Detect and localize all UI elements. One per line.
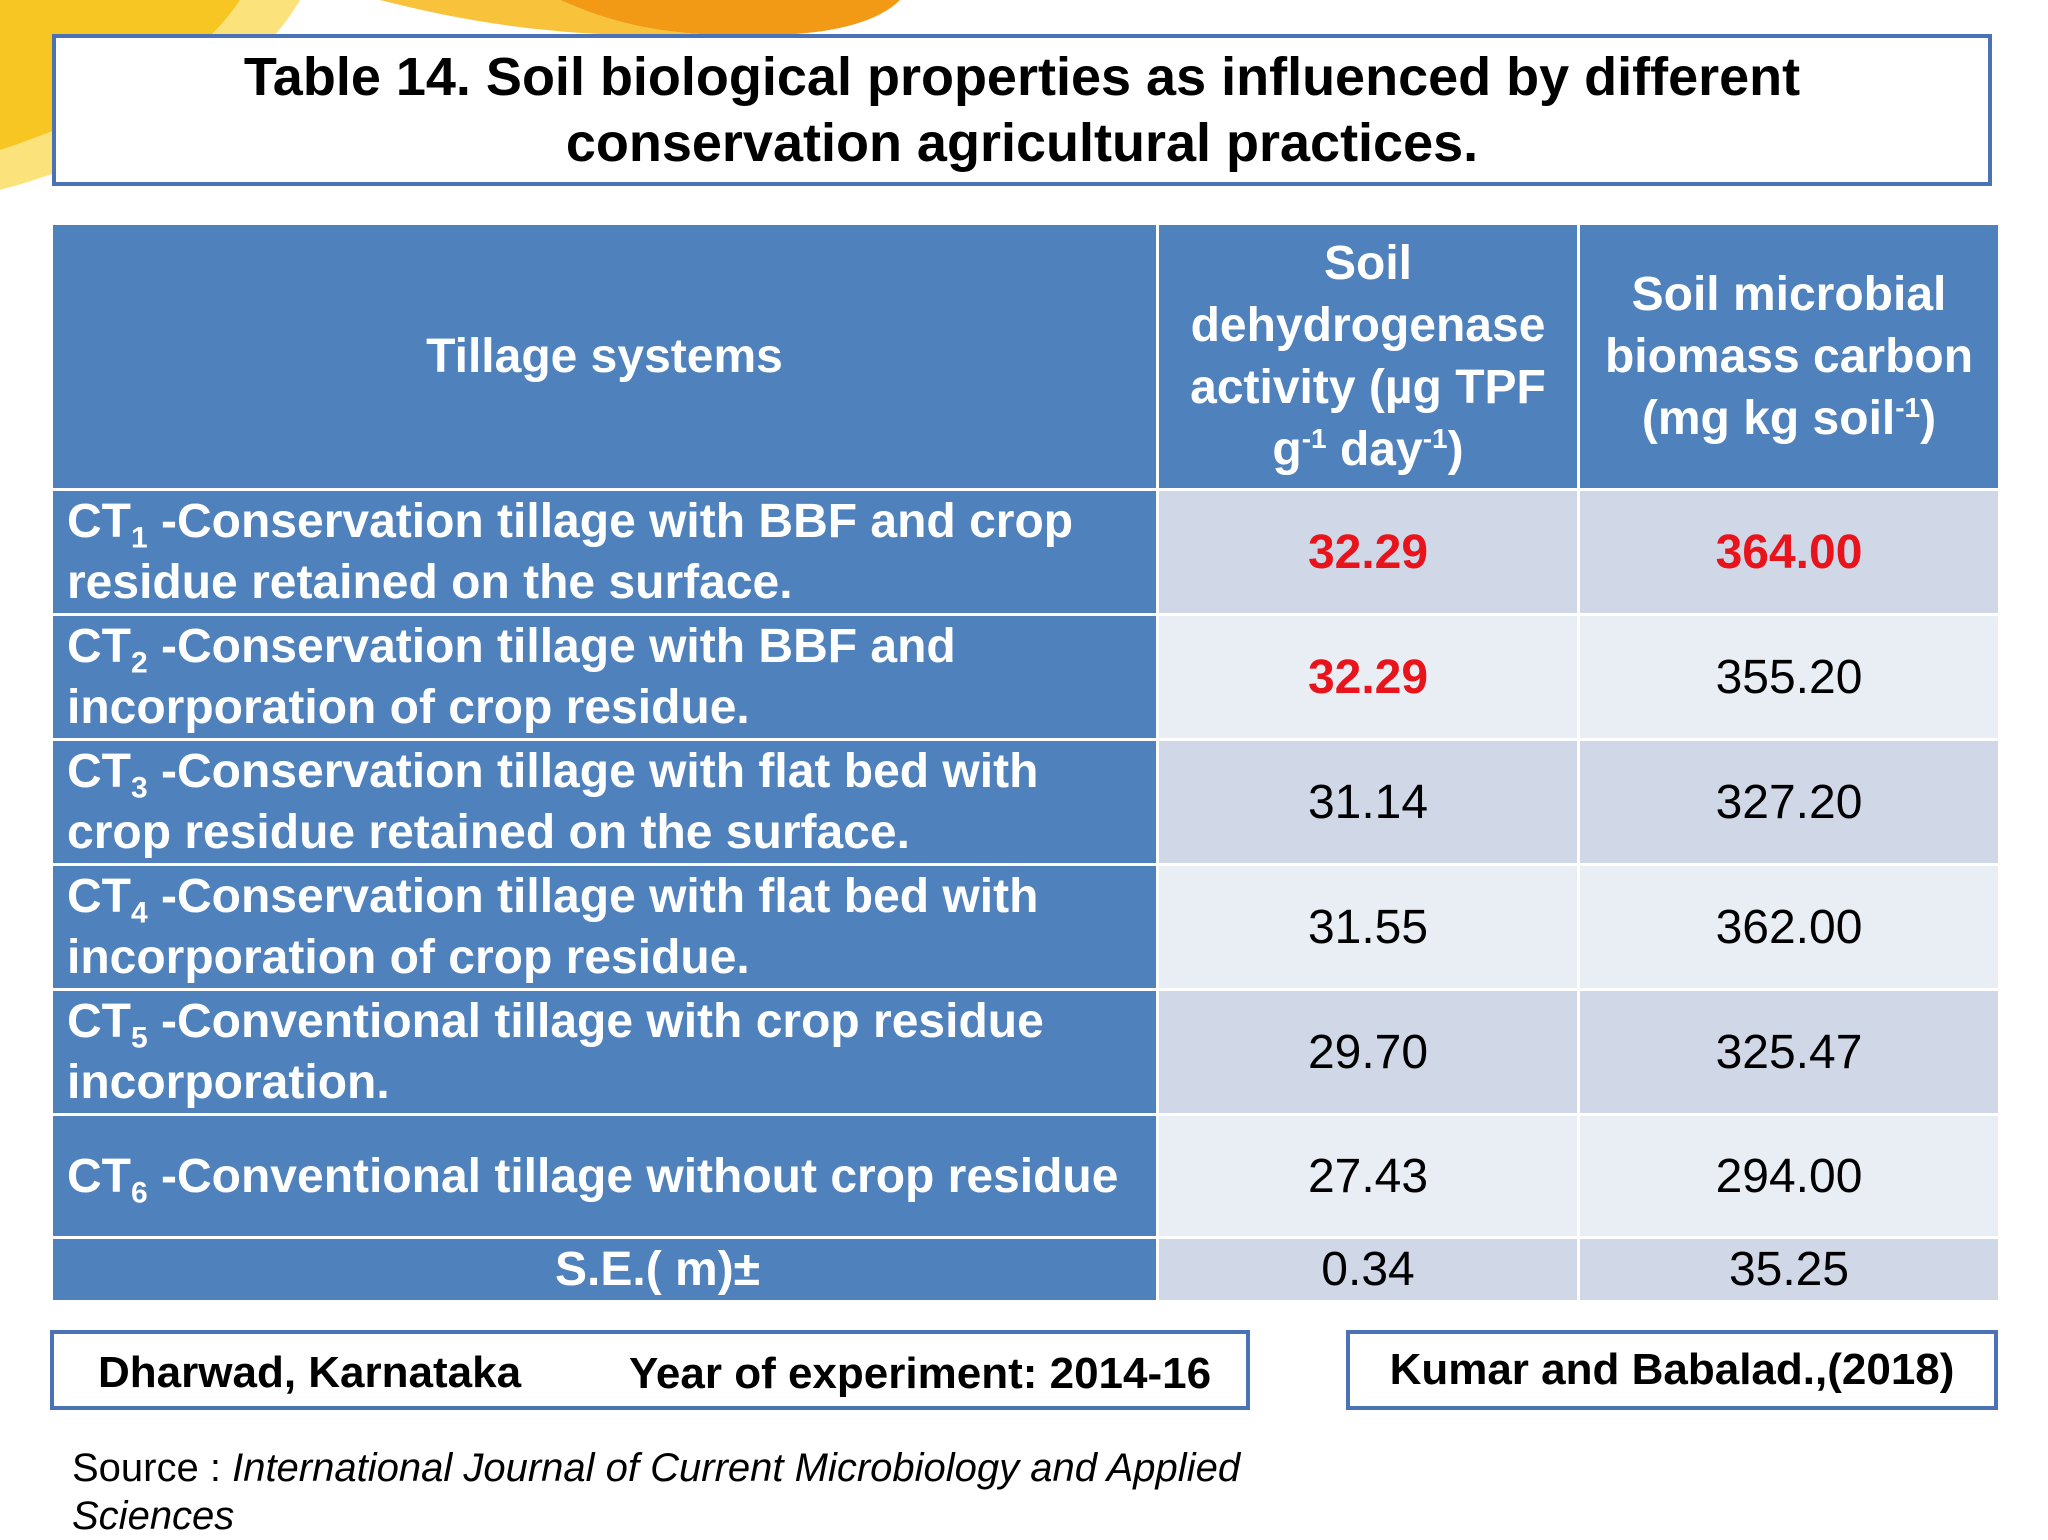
dehydrogenase-value-ct1: 32.29: [1156, 488, 1580, 616]
tillage-name-ct1: CT1 -Conservation tillage with BBF and c…: [50, 488, 1159, 616]
header-dehydrogenase: Soil dehydrogenase activity (µg TPF g-1 …: [1156, 222, 1580, 491]
tillage-name-ct6: CT6 -Conventional tillage without crop r…: [50, 1113, 1159, 1239]
tillage-name-ct4: CT4 -Conservation tillage with flat bed …: [50, 863, 1159, 991]
standard-error-biomass: 35.25: [1577, 1236, 2001, 1303]
standard-error-row: S.E.( m)± 0.34 35.25: [50, 1236, 2001, 1303]
table-row: CT6 -Conventional tillage without crop r…: [50, 1113, 2001, 1239]
source-journal: International Journal of Current Microbi…: [72, 1446, 1241, 1538]
dehydrogenase-value-ct4: 31.55: [1156, 863, 1580, 991]
table-title-box: Table 14. Soil biological properties as …: [52, 34, 1992, 186]
dehydrogenase-value-ct5: 29.70: [1156, 988, 1580, 1116]
table-title-line-2: conservation agricultural practices.: [565, 113, 1479, 173]
table-title-line-1: Table 14. Soil biological properties as …: [243, 47, 1801, 107]
standard-error-label: S.E.( m)±: [50, 1236, 1159, 1303]
citation-box: Kumar and Babalad.,(2018): [1346, 1330, 1998, 1410]
tillage-name-ct3: CT3 -Conservation tillage with flat bed …: [50, 738, 1159, 866]
experiment-year: Year of experiment: 2014-16: [629, 1349, 1212, 1398]
biomass-value-ct5: 325.47: [1577, 988, 2001, 1116]
table-row: CT4 -Conservation tillage with flat bed …: [50, 863, 2001, 991]
biomass-value-ct6: 294.00: [1577, 1113, 2001, 1239]
citation-text: Kumar and Babalad.,(2018): [1389, 1345, 1955, 1394]
biomass-value-ct3: 327.20: [1577, 738, 2001, 866]
location-year-box: Dharwad, Karnataka Year of experiment: 2…: [50, 1330, 1250, 1410]
tillage-name-ct5: CT5 -Conventional tillage with crop resi…: [50, 988, 1159, 1116]
table-row: CT2 -Conservation tillage with BBF and i…: [50, 613, 2001, 741]
dehydrogenase-value-ct6: 27.43: [1156, 1113, 1580, 1239]
standard-error-dehydrogenase: 0.34: [1156, 1236, 1580, 1303]
table-row: CT5 -Conventional tillage with crop resi…: [50, 988, 2001, 1116]
header-tillage-systems: Tillage systems: [50, 222, 1159, 491]
experiment-location: Dharwad, Karnataka: [98, 1348, 522, 1397]
table-row: CT3 -Conservation tillage with flat bed …: [50, 738, 2001, 866]
table-row: CT1 -Conservation tillage with BBF and c…: [50, 488, 2001, 616]
source-note: Source : International Journal of Curren…: [72, 1444, 1322, 1540]
tillage-name-ct2: CT2 -Conservation tillage with BBF and i…: [50, 613, 1159, 741]
biomass-value-ct1: 364.00: [1577, 488, 2001, 616]
dehydrogenase-value-ct3: 31.14: [1156, 738, 1580, 866]
soil-properties-table: Tillage systems Soil dehydrogenase activ…: [50, 222, 2001, 1303]
biomass-value-ct4: 362.00: [1577, 863, 2001, 991]
header-microbial-biomass: Soil microbial biomass carbon (mg kg soi…: [1577, 222, 2001, 491]
dehydrogenase-value-ct2: 32.29: [1156, 613, 1580, 741]
source-label: Source :: [72, 1446, 233, 1490]
biomass-value-ct2: 355.20: [1577, 613, 2001, 741]
table-header-row: Tillage systems Soil dehydrogenase activ…: [50, 222, 2001, 491]
